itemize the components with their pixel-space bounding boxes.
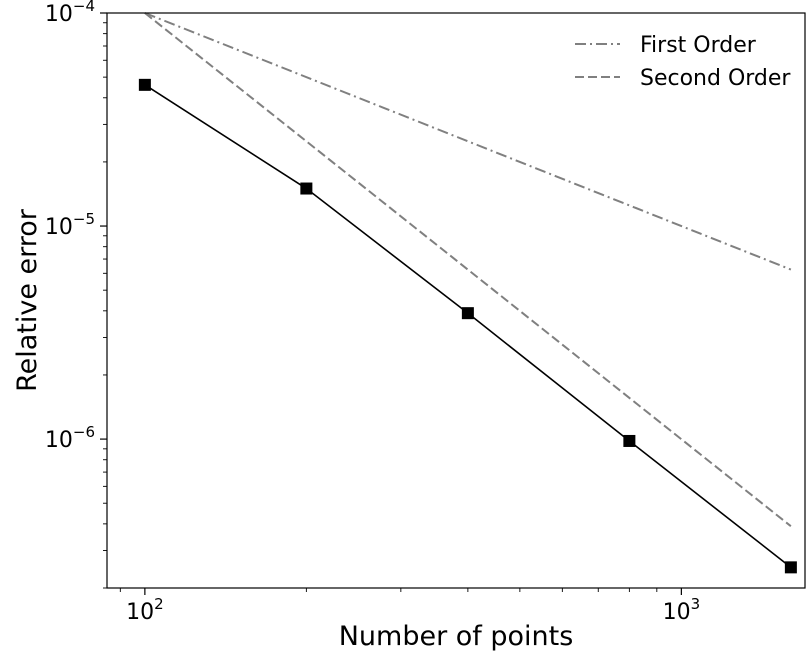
y-tick-label-1: 10−5 <box>45 210 95 240</box>
y-tick-label-2: 10−4 <box>45 0 95 27</box>
x-tick-label-1: 103 <box>663 595 701 625</box>
series-layer <box>138 12 797 574</box>
plot-area <box>106 12 806 589</box>
series-line-1 <box>144 12 792 271</box>
data-point <box>300 182 313 195</box>
data-point <box>461 307 474 320</box>
x-tick-label-0: 102 <box>126 595 164 625</box>
series-line-2 <box>144 12 792 527</box>
data-point <box>623 434 636 447</box>
legend: First Order Second Order <box>575 33 791 91</box>
x-axis-title: Number of points <box>339 621 574 652</box>
legend-label-2: Second Order <box>640 66 791 91</box>
y-tick-label-0: 10−6 <box>45 423 95 453</box>
ticks-layer: 102 103 10−6 10−5 10−4 <box>45 0 700 625</box>
data-point <box>784 561 797 574</box>
legend-label-1: First Order <box>640 33 757 58</box>
data-point <box>138 78 151 91</box>
y-axis-title: Relative error <box>12 208 43 392</box>
